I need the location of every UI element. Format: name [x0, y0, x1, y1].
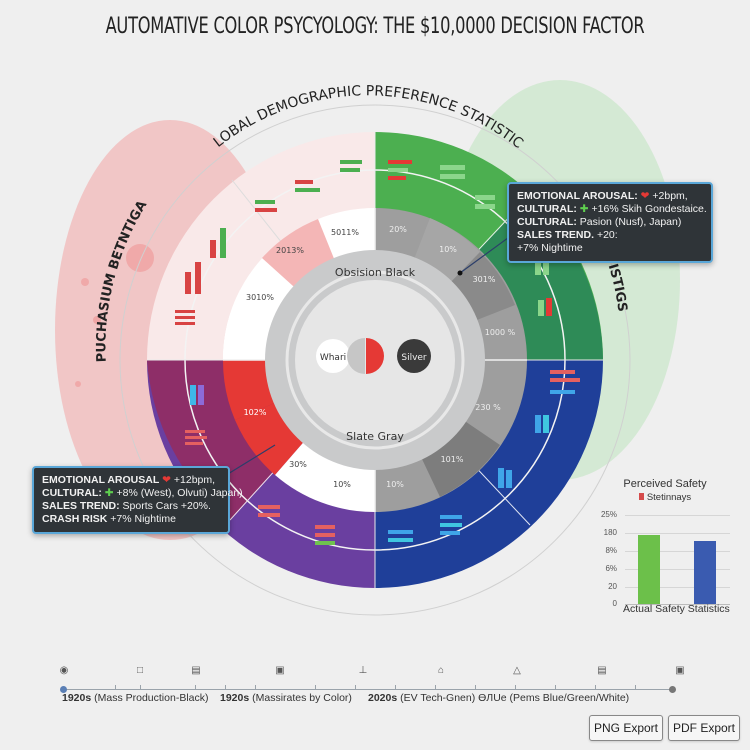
segment-value: 101% — [441, 455, 464, 464]
y-tick: 180 — [603, 528, 617, 537]
timeline-label: 2020s (EV Tech-Gnen) ӨЛUe (Pems Blue/Gre… — [368, 692, 630, 704]
bar-blue — [694, 541, 716, 604]
segment-value: 301% — [473, 275, 496, 284]
segment-value: 230 % — [475, 403, 501, 412]
box-icon[interactable]: ▣ — [275, 665, 285, 676]
y-tick: 25% — [600, 510, 617, 519]
png-export-button[interactable]: PNG Export — [589, 715, 663, 741]
segment-value: 102% — [244, 408, 267, 417]
square-icon[interactable]: ▣ — [675, 665, 685, 676]
heart-icon: ❤ — [162, 474, 171, 486]
segment-value: 103 % — [231, 348, 257, 357]
timeline-end-dot[interactable] — [669, 686, 676, 693]
red-half-swatch — [366, 338, 384, 374]
legend-swatch-icon — [638, 493, 644, 500]
chart-legend: Stetinnays — [595, 492, 735, 503]
y-tick: 8% — [605, 546, 617, 555]
heart-icon: ❤ — [640, 190, 650, 202]
leaf-icon: ✚ — [104, 487, 114, 499]
lock-icon[interactable]: ◉ — [59, 665, 69, 676]
bell-icon[interactable]: △ — [513, 665, 521, 676]
calendar-icon[interactable]: ▤ — [191, 665, 201, 676]
phone-icon[interactable]: □ — [136, 665, 144, 676]
segment-value: 20% — [389, 225, 407, 234]
y-tick: 6% — [605, 564, 617, 573]
leaf-icon: ✚ — [579, 203, 589, 215]
segment-value: 2013% — [276, 246, 304, 255]
home-icon[interactable]: ⌂ — [437, 665, 445, 676]
segment-value: 10% — [386, 480, 404, 489]
label-obsidian-black: Obsision Black — [335, 266, 416, 279]
pdf-export-button[interactable]: PDF Export — [668, 715, 740, 741]
segment-value: 3010% — [246, 293, 274, 302]
window-icon[interactable]: ▤ — [597, 665, 607, 676]
timeline-start-dot[interactable] — [60, 686, 67, 693]
timeline-label: 1920s (Massirates by Color) — [220, 692, 352, 704]
gray-half-swatch — [347, 338, 365, 374]
segment-value: 1000 % — [485, 328, 516, 337]
timeline: ◉ □ ▤ ▣ ⊥ ⌂ △ ▤ ▣ 1920s (Mass Production… — [55, 665, 685, 717]
segment-value: 5011% — [331, 228, 359, 237]
timeline-label: 1920s (Mass Production-Black) — [62, 692, 209, 704]
segment-value: 10% — [439, 245, 457, 254]
y-tick: 0 — [612, 599, 617, 608]
segment-value: 10% — [333, 480, 351, 489]
arc-title-top: GLOBAL DEMOGRAPHIC PREFERENCE STATISTICS — [0, 0, 526, 152]
tooltip-black: EMOTIONAL AROUSAL: ❤ +2bpm, CULTURAL: ✚ … — [507, 182, 713, 263]
flask-icon[interactable]: ⊥ — [358, 665, 368, 676]
segment-value: 30% — [289, 460, 307, 469]
chart-title: Perceived Safety — [623, 478, 707, 490]
y-tick: 20 — [608, 582, 617, 591]
page-title: AUTOMATIVE COLOR PSYCYOLOGY: THE $10,000… — [105, 14, 645, 39]
x-axis-label: Actual Safety Statistics — [623, 603, 730, 615]
tooltip-red: EMOTIONAL AROUSAL ❤ +12bpm, CULTURAL: ✚ … — [32, 466, 243, 534]
bar-green — [638, 535, 660, 604]
perceived-safety-chart: Perceived Safety Stetinnays 25% 180 8% 6… — [595, 478, 735, 618]
label-slate-gray: Slate Gray — [346, 430, 404, 443]
label-white: Whari — [320, 353, 346, 363]
white-swatch — [316, 339, 350, 373]
silver-swatch — [397, 339, 431, 373]
label-silver: Silver — [401, 353, 427, 363]
outer-ring-minibars — [175, 160, 580, 545]
